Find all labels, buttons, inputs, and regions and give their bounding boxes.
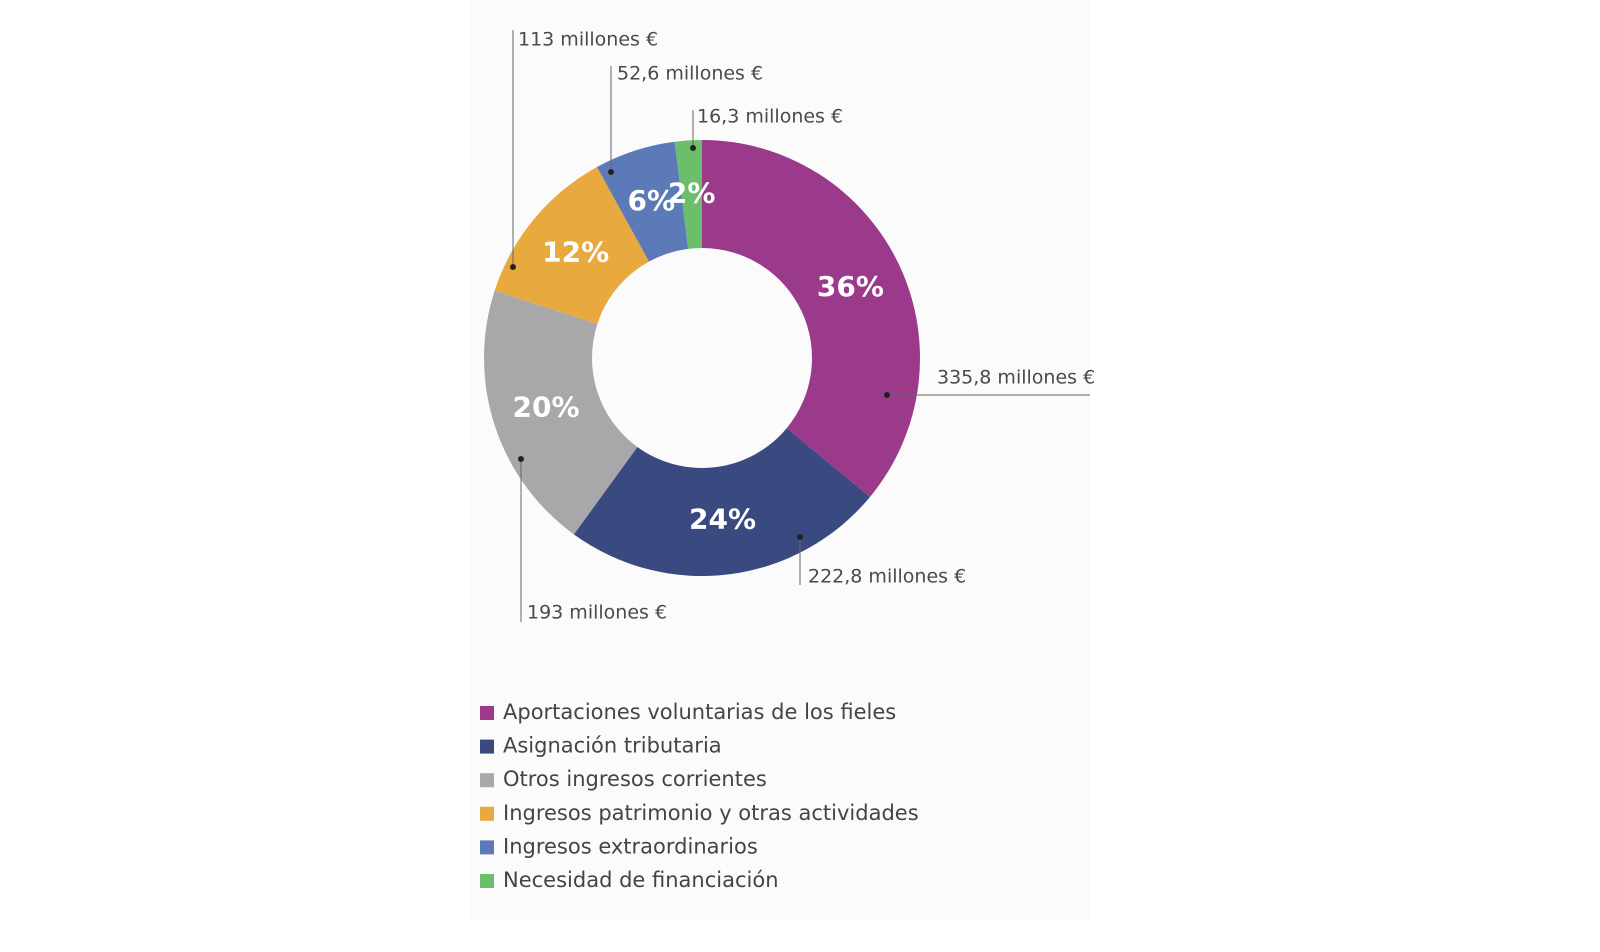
legend-swatch [480,739,494,754]
legend-swatch [480,773,494,788]
slice-label: 2% [668,176,716,209]
amount-label: 193 millones € [527,602,667,624]
slice [596,141,689,262]
legend-label: Necesidad de financiación [503,868,779,892]
leader-dot [797,534,803,540]
legend-swatch [480,874,494,888]
amount-label: 113 millones € [518,29,658,51]
slice-label: 6% [628,184,676,217]
amount-label: 335,8 millones € [937,367,1095,389]
legend-label: Aportaciones voluntarias de los fieles [503,700,896,724]
leader-dot [690,145,696,151]
slice-label: 20% [513,391,580,424]
amount-label: 16,3 millones € [697,106,843,128]
legend-label: Asignación tributaria [503,734,722,758]
legend-label: Ingresos patrimonio y otras actividades [503,801,919,825]
slice [573,428,870,576]
slice-label: 12% [542,235,609,268]
amount-label: 222,8 millones € [808,566,966,588]
legend-swatch [480,806,494,821]
slice [484,290,638,535]
amount-label: 52,6 millones € [617,63,763,85]
slice [674,140,702,249]
legend-label: Ingresos extraordinarios [503,834,758,858]
slice-label: 24% [689,503,756,536]
slice [702,140,920,497]
leader-dot [608,169,614,175]
leader-dot [510,264,516,270]
slice-label: 36% [817,270,884,303]
leader-dot [884,392,890,398]
legend-swatch [480,706,494,720]
leader-dot [518,456,524,462]
legend-swatch [480,840,494,855]
legend-label: Otros ingresos corrientes [503,767,767,791]
slice [494,166,650,325]
